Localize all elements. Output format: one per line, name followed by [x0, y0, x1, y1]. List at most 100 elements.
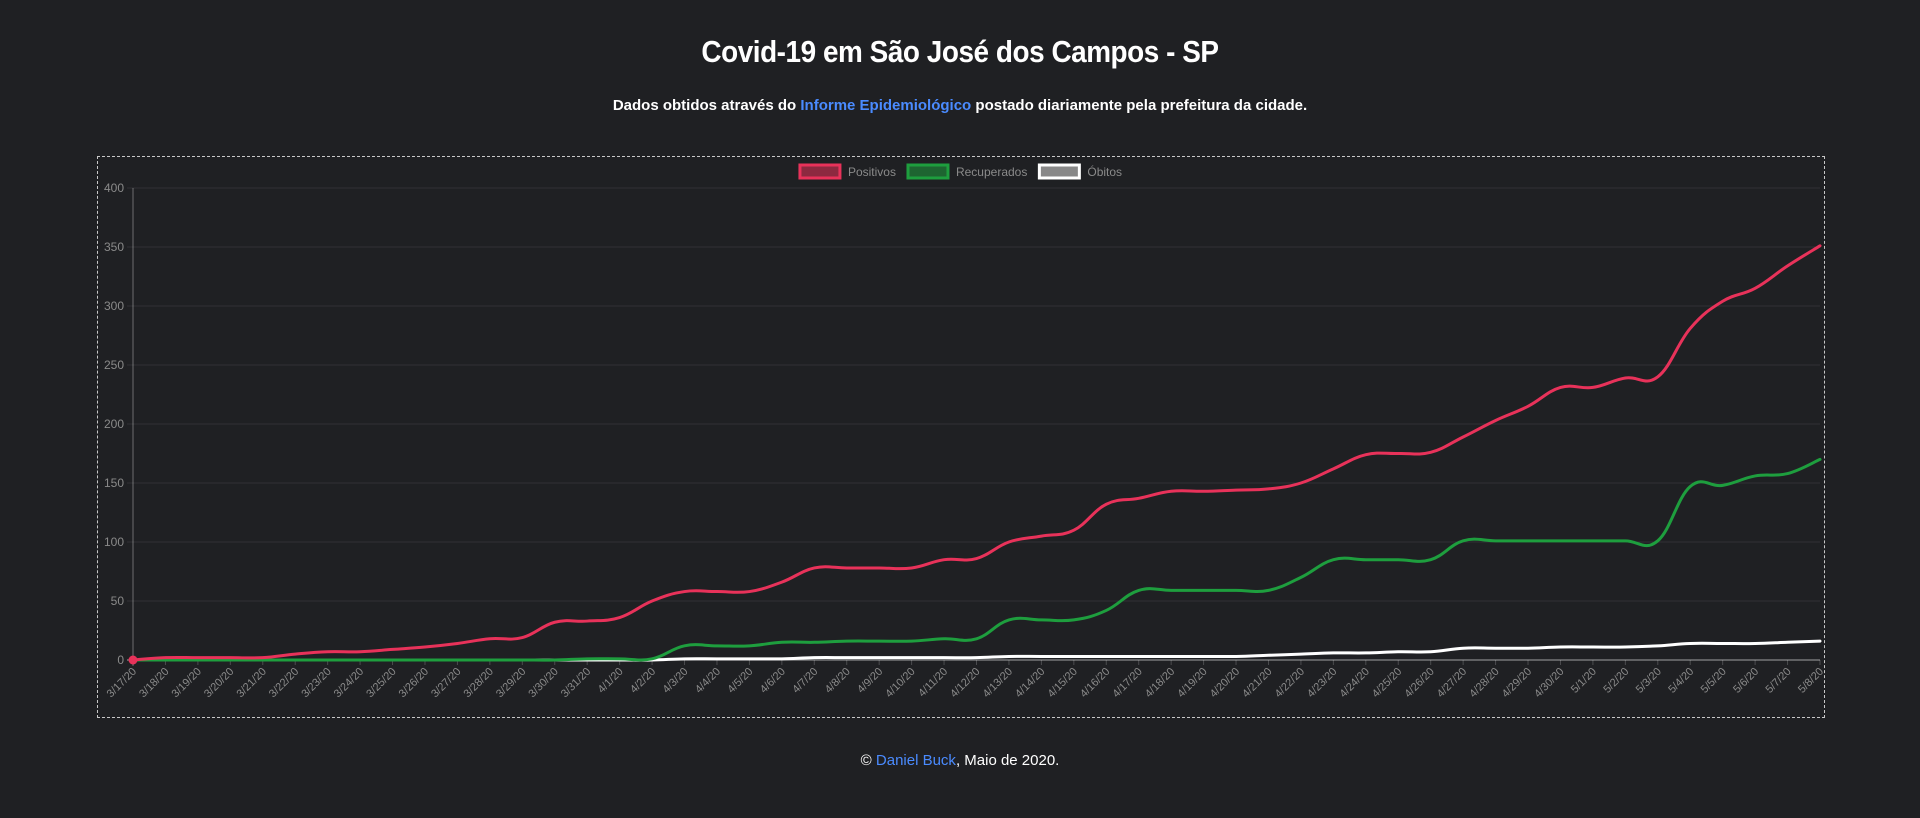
data-point-recuperados — [813, 641, 815, 643]
x-tick-label: 4/3/20 — [661, 666, 691, 696]
legend-swatch-obitos — [1037, 163, 1081, 180]
data-point-obitos — [1365, 652, 1367, 654]
data-point-obitos — [1040, 655, 1042, 657]
x-tick-label: 4/27/20 — [1435, 666, 1469, 700]
x-tick-label: 3/17/20 — [105, 666, 139, 700]
x-tick-label: 4/28/20 — [1467, 666, 1501, 700]
y-tick-label: 200 — [104, 417, 124, 431]
data-point-recuperados — [1689, 486, 1691, 488]
data-point-recuperados — [619, 658, 621, 660]
data-point-recuperados — [392, 659, 394, 661]
data-point-positivos — [1040, 535, 1042, 537]
data-point-positivos — [1657, 376, 1659, 378]
x-tick-label: 4/20/20 — [1208, 666, 1242, 700]
x-tick-label: 4/10/20 — [883, 666, 917, 700]
x-tick-label: 4/26/20 — [1402, 666, 1436, 700]
data-point-recuperados — [1527, 540, 1529, 542]
data-point-positivos — [651, 600, 653, 602]
x-tick-label: 4/13/20 — [981, 666, 1015, 700]
data-point-positivos — [943, 559, 945, 561]
data-point-obitos — [1657, 645, 1659, 647]
x-tick-label: 4/15/20 — [1046, 666, 1080, 700]
data-point-positivos — [1819, 245, 1821, 247]
data-point-recuperados — [1559, 540, 1561, 542]
data-point-recuperados — [327, 659, 329, 661]
informe-epidemiologico-link[interactable]: Informe Epidemiológico — [800, 97, 972, 114]
data-point-positivos — [456, 642, 458, 644]
y-tick-label: 150 — [104, 476, 124, 490]
data-point-obitos — [1267, 654, 1269, 656]
data-point-recuperados — [1008, 619, 1010, 621]
data-point-positivos — [197, 657, 199, 659]
legend-label-recuperados: Recuperados — [956, 165, 1027, 179]
x-tick-label: 4/29/20 — [1500, 666, 1534, 700]
x-tick-label: 4/21/20 — [1240, 666, 1274, 700]
data-point-obitos — [1559, 646, 1561, 648]
x-tick-label: 4/8/20 — [823, 666, 853, 696]
data-point-positivos — [1754, 287, 1756, 289]
x-tick-label: 4/22/20 — [1273, 666, 1307, 700]
data-point-positivos — [554, 621, 556, 623]
y-tick-label: 50 — [111, 594, 125, 608]
data-point-obitos — [1462, 647, 1464, 649]
data-point-obitos — [1787, 641, 1789, 643]
data-point-positivos — [1332, 468, 1334, 470]
x-tick-label: 5/8/20 — [1796, 666, 1824, 696]
x-tick-label: 4/9/20 — [855, 666, 885, 696]
data-point-recuperados — [976, 638, 978, 640]
legend-label-obitos: Óbitos — [1087, 164, 1122, 179]
x-tick-label: 4/2/20 — [628, 666, 658, 696]
page-title: Covid-19 em São José dos Campos - SP — [701, 34, 1219, 69]
data-point-positivos — [813, 567, 815, 569]
data-point-recuperados — [684, 645, 686, 647]
y-tick-label: 400 — [104, 181, 124, 195]
data-point-recuperados — [651, 658, 653, 660]
data-point-positivos — [1008, 541, 1010, 543]
data-point-recuperados — [554, 659, 556, 661]
x-tick-label: 4/19/20 — [1175, 666, 1209, 700]
data-point-positivos — [1527, 405, 1529, 407]
data-point-recuperados — [1495, 540, 1497, 542]
data-point-obitos — [813, 657, 815, 659]
data-point-positivos — [164, 657, 166, 659]
x-tick-label: 3/19/20 — [170, 666, 204, 700]
data-point-positivos — [911, 567, 913, 569]
data-point-positivos — [1787, 265, 1789, 267]
data-point-recuperados — [1300, 576, 1302, 578]
x-tick-label: 4/18/20 — [1143, 666, 1177, 700]
data-point-obitos — [976, 657, 978, 659]
x-tick-label: 5/1/20 — [1569, 666, 1599, 696]
data-point-positivos — [1073, 529, 1075, 531]
series-line-positivos — [131, 244, 1822, 662]
author-link[interactable]: Daniel Buck — [875, 752, 956, 769]
data-point-recuperados — [586, 658, 588, 660]
x-tick-label: 3/31/20 — [559, 666, 593, 700]
data-point-obitos — [1819, 640, 1821, 642]
data-point-recuperados — [1073, 619, 1075, 621]
data-point-recuperados — [943, 638, 945, 640]
data-point-positivos — [976, 558, 978, 560]
x-tick-label: 3/23/20 — [299, 666, 333, 700]
data-point-positivos — [521, 637, 523, 639]
data-point-obitos — [943, 657, 945, 659]
data-point-recuperados — [1657, 540, 1659, 542]
data-point-recuperados — [911, 640, 913, 642]
data-point-recuperados — [1397, 559, 1399, 561]
subtitle-suffix: postado diariamente pela prefeitura da c… — [971, 97, 1308, 114]
data-point-recuperados — [294, 659, 296, 661]
data-point-obitos — [1332, 652, 1334, 654]
copyright-symbol: © — [860, 752, 876, 769]
data-point-positivos — [1267, 488, 1269, 490]
data-point-recuperados — [1235, 589, 1237, 591]
data-point-recuperados — [1203, 589, 1205, 591]
x-tick-label: 5/6/20 — [1731, 666, 1761, 696]
data-point-recuperados — [1462, 540, 1464, 542]
x-tick-label: 3/30/20 — [526, 666, 560, 700]
data-point-recuperados — [1722, 484, 1724, 486]
data-point-obitos — [1203, 655, 1205, 657]
x-tick-label: 3/27/20 — [429, 666, 463, 700]
data-point-positivos — [1722, 300, 1724, 302]
data-point-recuperados — [1040, 619, 1042, 621]
data-point-obitos — [1754, 642, 1756, 644]
data-point-recuperados — [456, 659, 458, 661]
